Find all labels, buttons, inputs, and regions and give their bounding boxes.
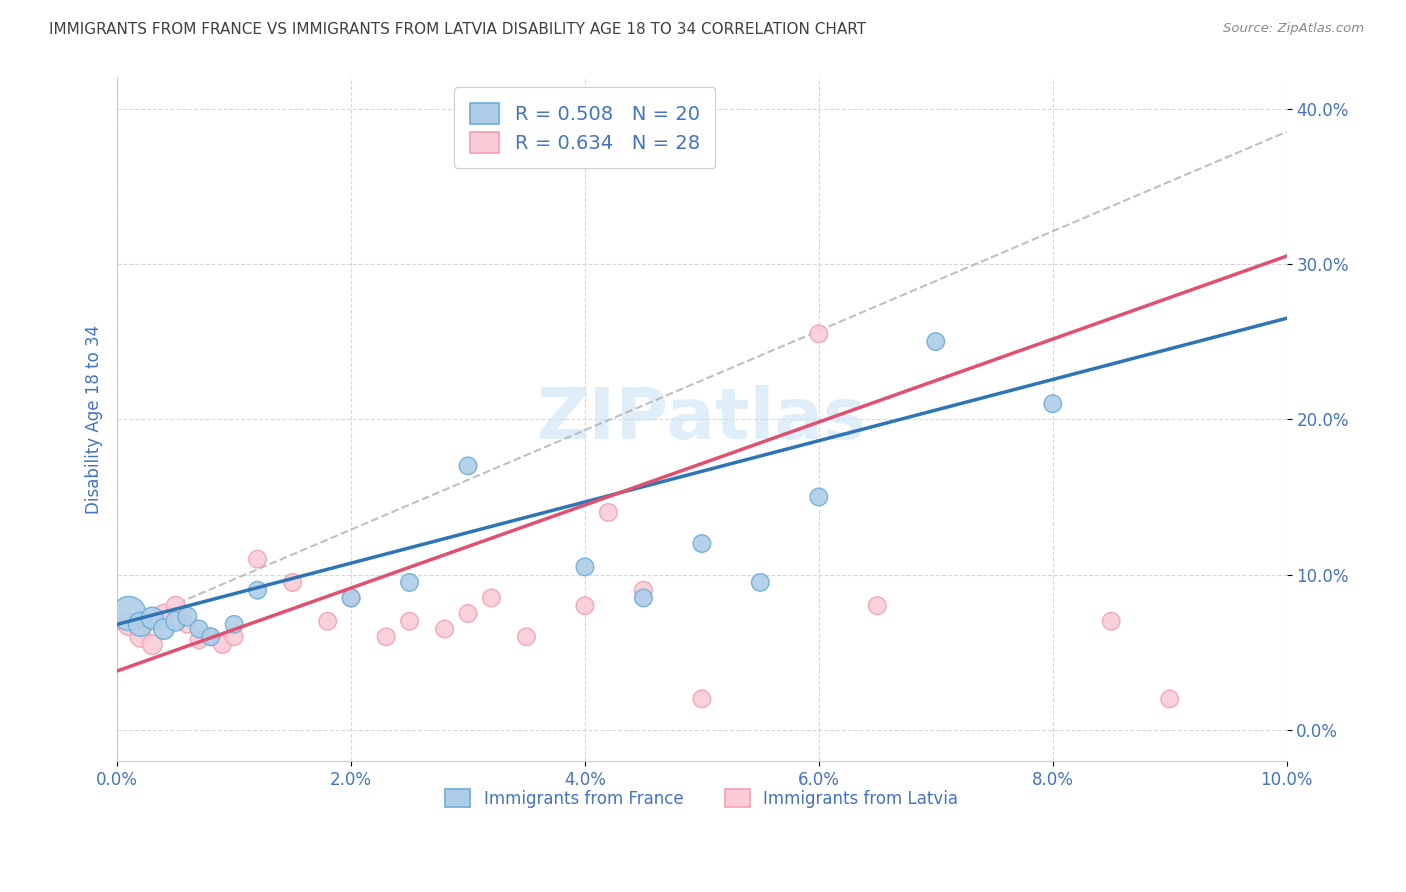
Point: [598, 506, 620, 520]
Point: [398, 575, 420, 590]
Point: [281, 575, 304, 590]
Point: [1159, 692, 1181, 706]
Point: [224, 630, 246, 644]
Point: [690, 692, 713, 706]
Point: [1042, 397, 1064, 411]
Point: [200, 630, 222, 644]
Point: [633, 591, 655, 605]
Point: [457, 458, 479, 473]
Point: [129, 630, 152, 644]
Point: [481, 591, 503, 605]
Point: [574, 559, 596, 574]
Point: [340, 591, 363, 605]
Point: [224, 617, 246, 632]
Point: [633, 583, 655, 598]
Point: [807, 490, 830, 504]
Point: [200, 630, 222, 644]
Point: [176, 609, 198, 624]
Point: [375, 630, 398, 644]
Point: [176, 617, 198, 632]
Legend: Immigrants from France, Immigrants from Latvia: Immigrants from France, Immigrants from …: [439, 783, 965, 814]
Point: [457, 607, 479, 621]
Point: [340, 591, 363, 605]
Point: [211, 638, 233, 652]
Text: ZIPatlas: ZIPatlas: [537, 384, 868, 454]
Point: [153, 607, 176, 621]
Point: [141, 638, 163, 652]
Text: Source: ZipAtlas.com: Source: ZipAtlas.com: [1223, 22, 1364, 36]
Point: [690, 536, 713, 550]
Point: [749, 575, 772, 590]
Point: [316, 614, 339, 628]
Y-axis label: Disability Age 18 to 34: Disability Age 18 to 34: [86, 325, 103, 514]
Point: [433, 622, 456, 636]
Point: [141, 611, 163, 625]
Point: [129, 617, 152, 632]
Point: [246, 583, 269, 598]
Point: [188, 622, 211, 636]
Point: [246, 552, 269, 566]
Point: [515, 630, 537, 644]
Point: [153, 622, 176, 636]
Point: [165, 614, 187, 628]
Point: [574, 599, 596, 613]
Point: [925, 334, 948, 349]
Point: [165, 599, 187, 613]
Point: [188, 632, 211, 647]
Text: IMMIGRANTS FROM FRANCE VS IMMIGRANTS FROM LATVIA DISABILITY AGE 18 TO 34 CORRELA: IMMIGRANTS FROM FRANCE VS IMMIGRANTS FRO…: [49, 22, 866, 37]
Point: [398, 614, 420, 628]
Point: [866, 599, 889, 613]
Point: [118, 607, 141, 621]
Point: [1099, 614, 1122, 628]
Point: [118, 617, 141, 632]
Point: [807, 326, 830, 341]
